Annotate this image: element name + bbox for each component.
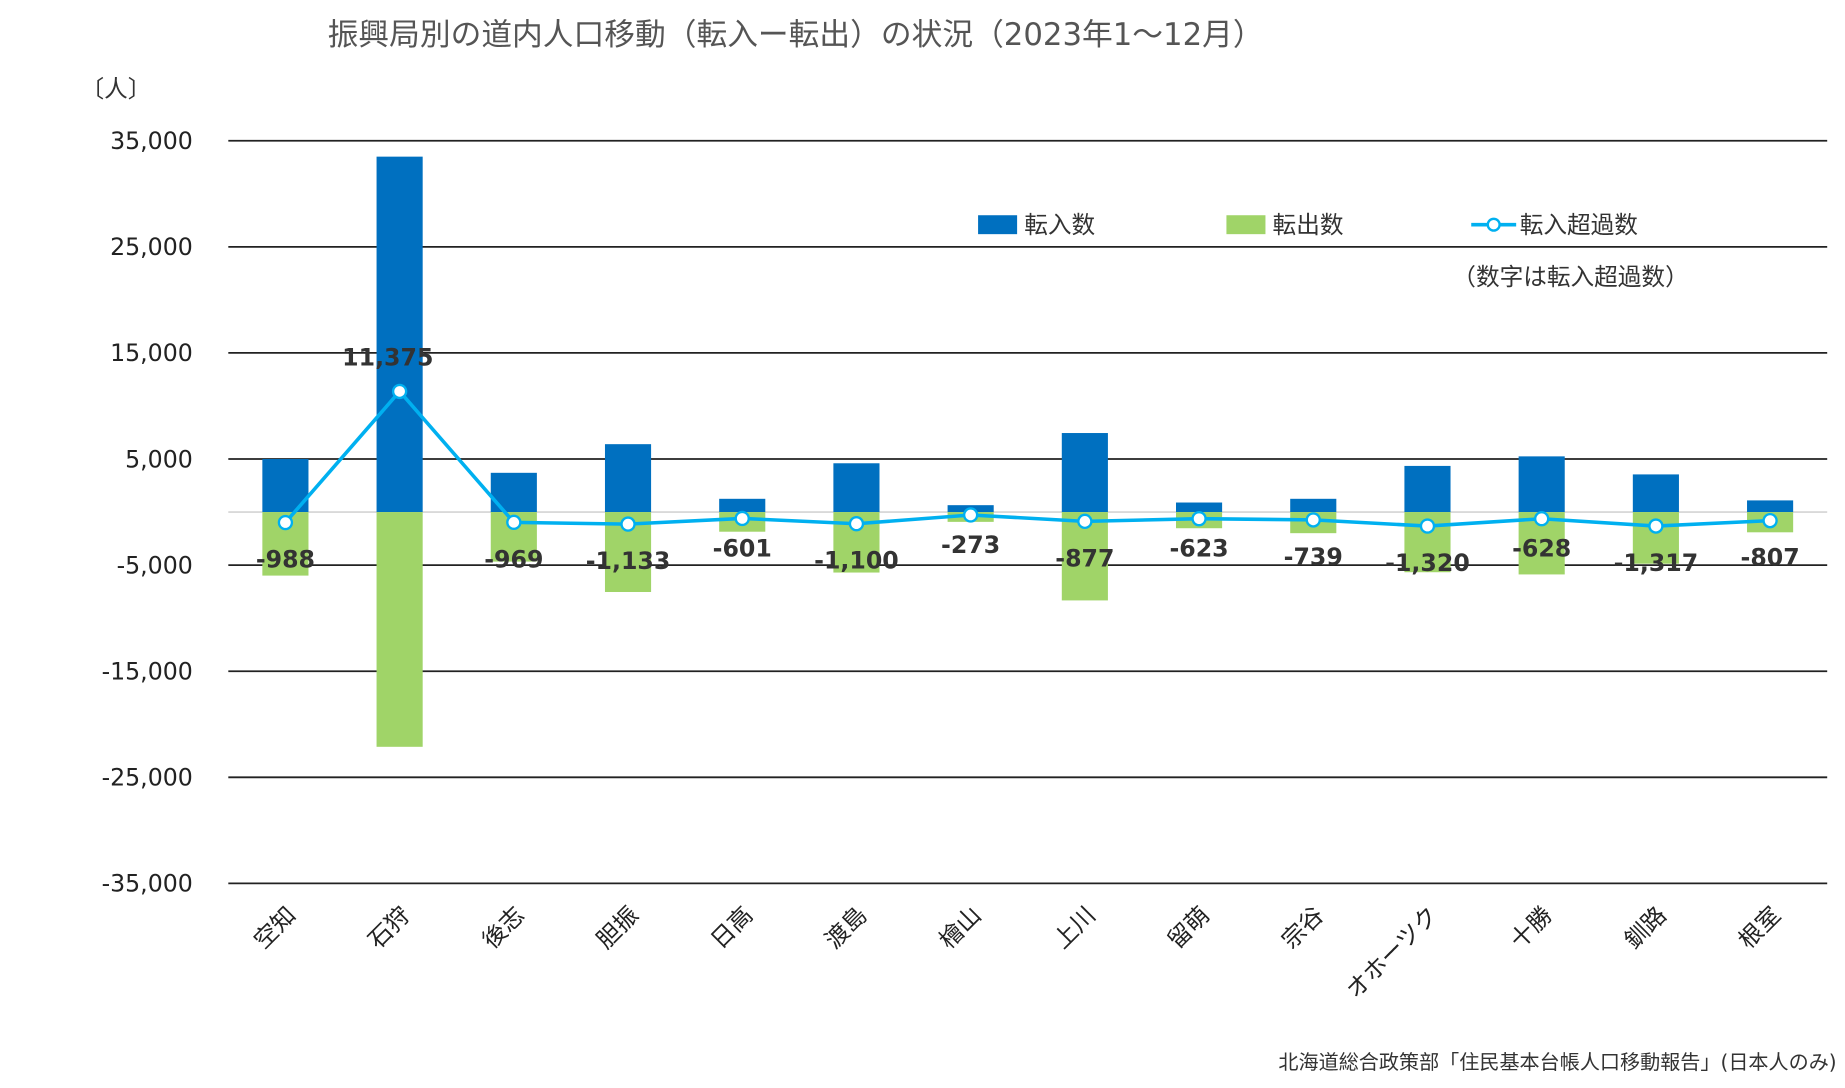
legend-swatch-inflow <box>978 215 1018 235</box>
legend-label-inflow: 転入数 <box>1024 211 1095 239</box>
net-point <box>1419 518 1436 534</box>
inflow-bar <box>1176 502 1223 513</box>
x-tick-label: 胆振 <box>591 901 644 954</box>
x-tick-label: 空知 <box>248 901 301 954</box>
net-point <box>962 507 979 523</box>
chart-title: 振興局別の道内人口移動（転入ー転出）の状況（2023年1〜12月） <box>328 17 1264 53</box>
net-point <box>1762 512 1778 529</box>
data-label: -988 <box>256 545 315 573</box>
x-tick-label: 宗谷 <box>1276 901 1329 954</box>
x-tick-label: 檜山 <box>933 901 986 954</box>
x-tick-labels: 空知 石狩 後志 胆振 日高 渡島 檜山 上川 留萌 宗谷 オホーツク 十勝 釧路 根室 <box>248 901 1786 1004</box>
inflow-bar <box>719 498 766 513</box>
data-label: -1,320 <box>1385 549 1470 577</box>
data-label: -1,317 <box>1614 549 1699 577</box>
inflow-bar <box>1747 500 1794 513</box>
x-tick-label: 後志 <box>477 901 530 954</box>
inflow-bar <box>1632 474 1679 513</box>
inflow-bar <box>1518 456 1565 513</box>
gridlines <box>228 139 1828 885</box>
net-line-path <box>284 388 1771 528</box>
legend-marker-net <box>1486 217 1501 232</box>
y-tick-label: -5,000 <box>117 551 193 579</box>
y-tick-label: -25,000 <box>102 764 193 792</box>
legend-swatch-outflow <box>1226 215 1266 235</box>
y-tick-label: 25,000 <box>110 233 193 261</box>
legend-label-outflow: 転出数 <box>1273 211 1344 239</box>
outflow-bar <box>376 512 423 747</box>
net-point <box>277 514 294 531</box>
x-tick-label: 日高 <box>705 901 758 954</box>
net-point <box>1648 518 1664 534</box>
net-point <box>1191 510 1207 527</box>
net-point <box>391 383 408 400</box>
net-point <box>506 514 522 531</box>
data-label: -807 <box>1741 544 1800 572</box>
inflow-bar <box>376 156 423 513</box>
inflow-bar <box>1404 465 1451 513</box>
x-tick-label: 根室 <box>1733 901 1786 954</box>
data-label: -628 <box>1512 535 1571 563</box>
y-tick-label: 5,000 <box>125 445 193 473</box>
net-line <box>277 383 1778 534</box>
y-tick-label: -35,000 <box>102 870 193 898</box>
inflow-bar <box>833 463 880 513</box>
net-point <box>848 516 865 532</box>
y-tick-label: 15,000 <box>110 339 193 367</box>
y-tick-label: 35,000 <box>110 127 193 155</box>
data-label: -969 <box>484 545 543 573</box>
x-tick-label: 石狩 <box>362 901 415 954</box>
legend: 転入数 転出数 転入超過数 （数字は転入超過数） <box>978 211 1689 291</box>
data-labels: -988 11,375 -969 -1,133 -601 -1,100 -273 -877 -6… <box>256 343 1800 577</box>
legend-label-net: 転入超過数 <box>1520 211 1638 239</box>
inflow-bar <box>1290 498 1337 513</box>
net-point <box>1305 512 1321 528</box>
x-tick-label: 渡島 <box>819 901 872 954</box>
bars <box>262 156 1794 747</box>
net-point <box>620 516 636 532</box>
data-label: -273 <box>941 531 1000 559</box>
source-note: 北海道総合政策部「住民基本台帳人口移動報告」(日本人のみ) <box>1278 1050 1836 1074</box>
net-point <box>1533 511 1550 527</box>
x-tick-label: 留萌 <box>1162 901 1215 954</box>
x-tick-label: 上川 <box>1048 901 1101 954</box>
net-point <box>1077 513 1093 530</box>
annotation: （数字は転入超過数） <box>1452 263 1688 291</box>
data-label: -1,100 <box>814 547 899 575</box>
x-tick-label: 十勝 <box>1505 901 1558 954</box>
x-tick-label: 釧路 <box>1619 901 1672 954</box>
net-point <box>734 510 750 527</box>
inflow-bar <box>1061 433 1108 513</box>
data-label: -1,133 <box>586 547 671 575</box>
x-tick-label: オホーツク <box>1340 901 1443 1004</box>
data-label: -739 <box>1284 543 1343 571</box>
y-tick-label: -15,000 <box>102 657 193 685</box>
data-label: -623 <box>1169 535 1228 563</box>
data-label: -877 <box>1055 544 1114 572</box>
y-tick-labels: 35,000 25,000 15,000 5,000 -5,000 -15,000 -25,… <box>102 127 193 898</box>
data-label: -601 <box>713 534 772 562</box>
data-label: 11,375 <box>342 343 433 371</box>
inflow-bar <box>604 444 652 513</box>
y-axis-label: 〔人〕 <box>80 75 151 103</box>
